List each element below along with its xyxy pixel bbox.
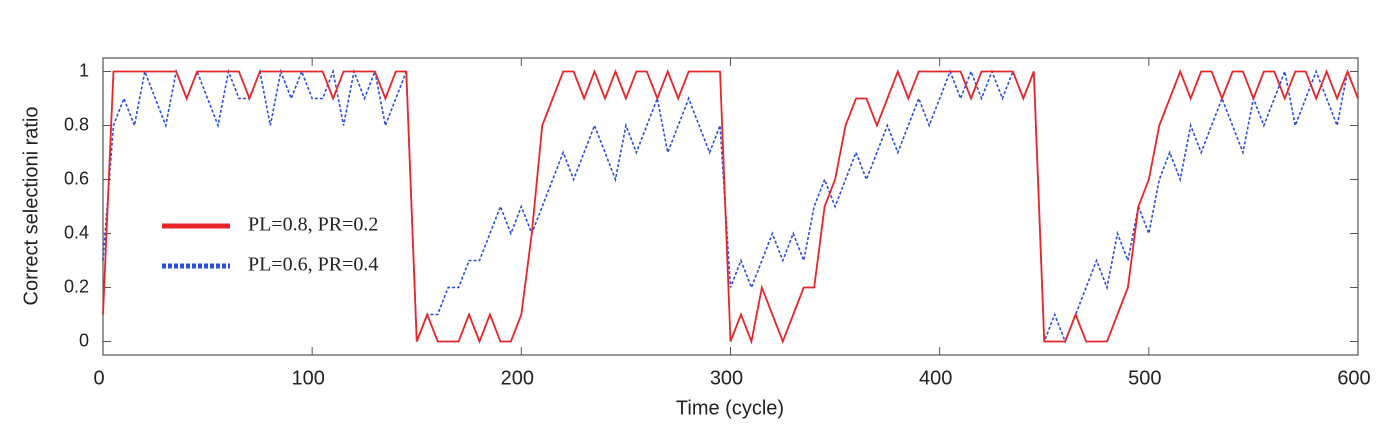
x-tick-label: 200 [501, 367, 534, 389]
y-tick-label: 1 [79, 60, 89, 80]
legend-label: PL=0.6, PR=0.4 [248, 254, 378, 276]
y-tick-label: 0.8 [64, 114, 89, 134]
x-tick-label: 600 [1337, 367, 1370, 389]
series-line [102, 68, 1359, 344]
legend-label: PL=0.8, PR=0.2 [248, 214, 378, 236]
x-tick-label: 500 [1128, 367, 1161, 389]
series-line [102, 69, 1359, 345]
y-tick-label: 0.4 [64, 222, 89, 242]
y-tick-label: 0.6 [64, 168, 89, 188]
x-tick-label: 400 [919, 367, 952, 389]
x-axis-label: Time (cycle) [676, 397, 784, 419]
x-tick-label: 300 [710, 367, 743, 389]
plot-frame [102, 57, 1359, 356]
y-axis-label: Correct selectioni ratio [20, 107, 42, 306]
y-tick-label: 0.2 [64, 276, 89, 296]
x-tick-label: 0 [93, 367, 104, 389]
x-tick-label: 100 [291, 367, 324, 389]
y-tick-label: 0 [79, 330, 89, 350]
